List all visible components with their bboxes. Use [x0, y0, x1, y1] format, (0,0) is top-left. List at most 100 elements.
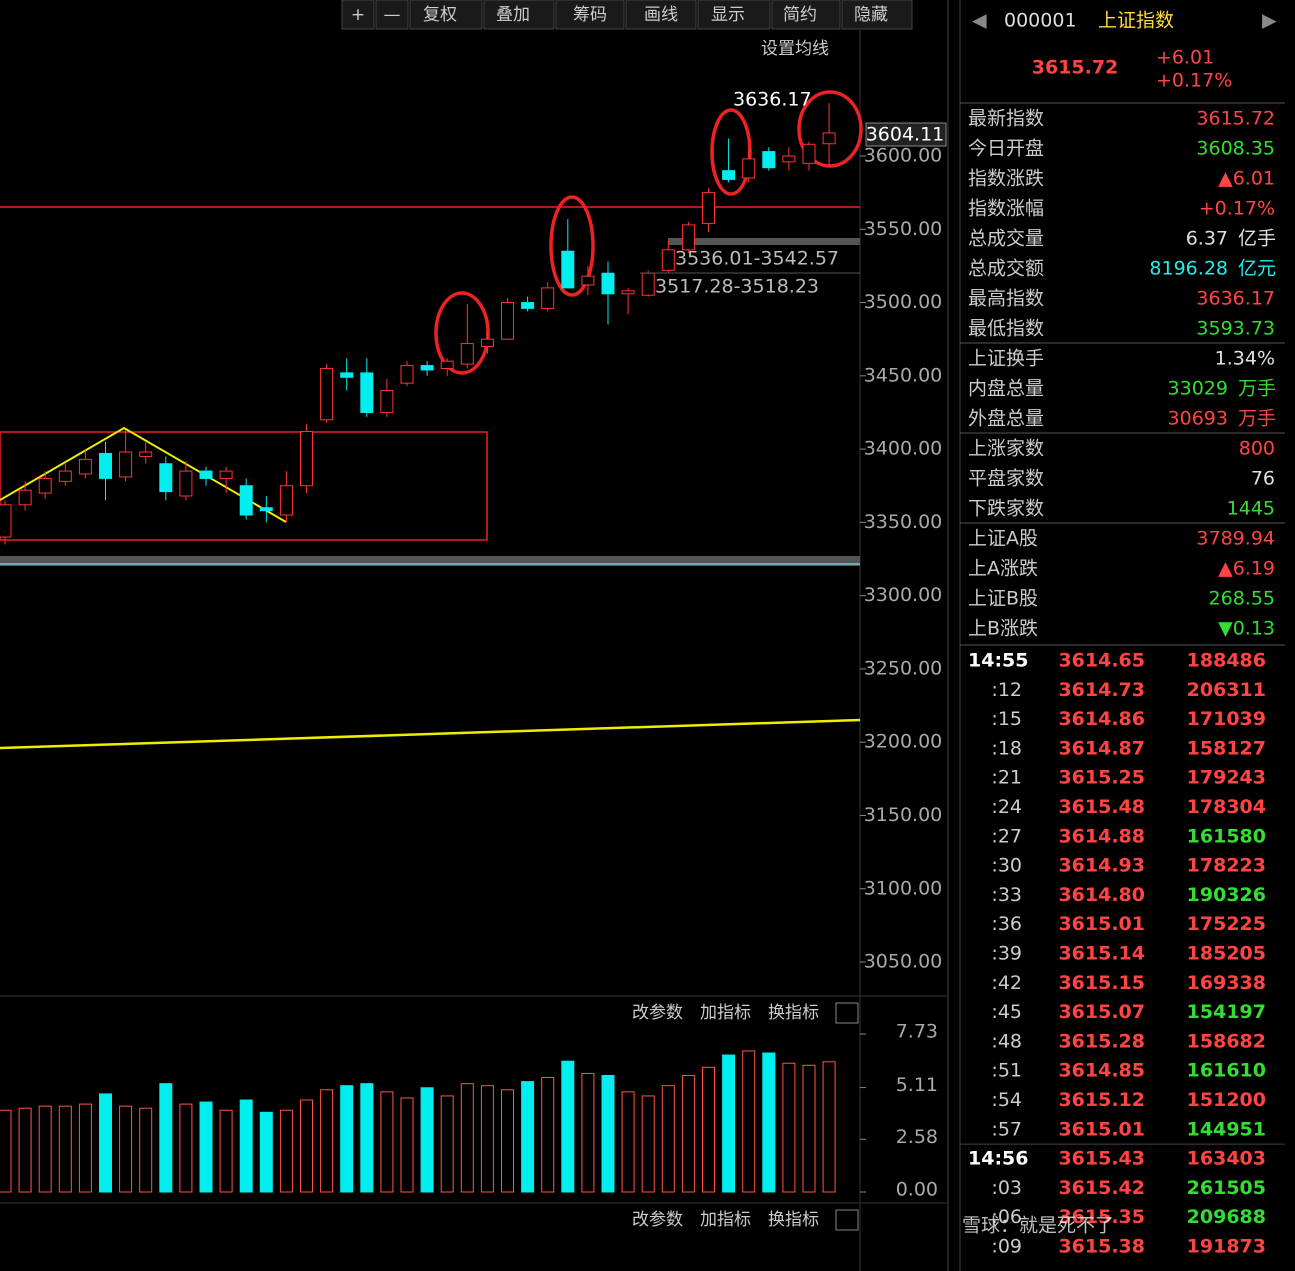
volume-bar [199, 1101, 213, 1193]
toolbar-button[interactable] [697, 0, 771, 30]
tick-time: :03 [991, 1177, 1022, 1199]
volume-bar [179, 1103, 193, 1193]
y-tick-label: 3500.00 [864, 291, 943, 313]
indicator-button[interactable]: 加指标 [700, 1210, 751, 1230]
volume-bar [581, 1072, 595, 1193]
volume-bar [641, 1095, 655, 1193]
ma-setting[interactable]: 设置均线 [761, 39, 829, 59]
toolbar-label[interactable]: 隐藏 [854, 5, 888, 25]
toolbar-button[interactable] [341, 0, 375, 30]
toolbar-label[interactable]: 画线 [644, 5, 678, 25]
quote-value: +0.17% [1199, 198, 1275, 220]
candle-body [661, 249, 675, 271]
toolbar-button[interactable] [483, 0, 555, 30]
candle-body [802, 143, 816, 164]
volume-bar [239, 1099, 253, 1193]
candle-body [762, 151, 776, 169]
tick-price: 3615.25 [1058, 767, 1145, 789]
volume-bar [661, 1085, 675, 1193]
candle-body [38, 477, 52, 494]
volume-bar [18, 1107, 32, 1193]
quote-value: 76 [1251, 468, 1275, 490]
tick-price: 3614.80 [1058, 884, 1145, 906]
tick-volume: 169338 [1187, 972, 1266, 994]
tick-volume: 179243 [1187, 767, 1266, 789]
candle-body [18, 489, 32, 506]
nav-arrow: ◀ [972, 10, 987, 32]
candle-body [199, 470, 213, 479]
tick-price: 3615.14 [1058, 943, 1145, 965]
volume-bar [139, 1107, 153, 1193]
candle-body [219, 470, 233, 479]
indicator-button[interactable]: 改参数 [632, 1210, 683, 1230]
quote-value: 3789.94 [1196, 528, 1275, 550]
candle-body [742, 158, 756, 179]
trend-line [0, 426, 287, 523]
volume-bar [300, 1099, 313, 1193]
toolbar-button[interactable] [625, 0, 697, 30]
box-annotation [0, 431, 488, 541]
quote-value: 30693 [1168, 408, 1228, 430]
volume-bar [99, 1093, 112, 1193]
candle-body [58, 470, 72, 482]
candle-body [561, 250, 575, 289]
tick-time: 14:55 [968, 650, 1028, 672]
candle-body [601, 272, 615, 295]
volume-bar [78, 1103, 92, 1193]
toolbar-label[interactable]: 显示 [711, 5, 745, 25]
tick-volume: 209688 [1187, 1206, 1266, 1228]
candle-body [782, 155, 796, 163]
candle-body [440, 360, 454, 369]
watermark: 雪球：就是死不了 [962, 1215, 1114, 1237]
candle-body [702, 192, 715, 224]
tick-price: 3614.88 [1058, 825, 1145, 847]
quote-unit: 亿元 [1238, 258, 1276, 280]
close-button[interactable] [835, 1209, 859, 1231]
toolbar-label[interactable]: — [384, 5, 401, 25]
tick-price: 3615.42 [1058, 1177, 1145, 1199]
candle-body [360, 372, 374, 413]
quote-label: 平盘家数 [968, 468, 1044, 490]
toolbar-button[interactable] [409, 0, 483, 30]
quote-value: 800 [1239, 438, 1275, 460]
quote-value: 33029 [1168, 378, 1228, 400]
tick-time: :45 [991, 1001, 1022, 1023]
quote-value: 268.55 [1209, 588, 1275, 610]
tick-time: :51 [991, 1060, 1022, 1082]
candle-body [0, 504, 12, 538]
volume-bar [501, 1089, 514, 1193]
candle-body [641, 272, 655, 296]
quote-label: 下跌家数 [968, 498, 1044, 520]
volume-bar [722, 1054, 736, 1193]
toolbar-button[interactable] [841, 0, 913, 30]
toolbar-label[interactable]: + [351, 5, 365, 25]
tick-time: 14:56 [968, 1148, 1028, 1170]
toolbar-button[interactable] [555, 0, 625, 30]
y-tick-label: 3600.00 [864, 145, 943, 167]
toolbar-label[interactable]: 简约 [783, 5, 817, 25]
volume-bar [58, 1105, 72, 1193]
volume-bar [601, 1074, 615, 1193]
toolbar-button[interactable] [375, 0, 409, 30]
toolbar-label[interactable]: 叠加 [496, 5, 530, 25]
tick-volume: 178304 [1187, 796, 1266, 818]
toolbar-label[interactable]: 筹码 [573, 5, 607, 25]
nav-arrow: ▶ [1262, 10, 1277, 32]
quote-label: 上B涨跌 [968, 618, 1038, 640]
candle-body [541, 287, 555, 309]
candle-body [279, 485, 293, 516]
indicator-button[interactable]: 换指标 [768, 1003, 819, 1023]
toolbar-button[interactable] [771, 0, 841, 30]
quote-label: 总成交量 [968, 228, 1044, 250]
toolbar-label[interactable]: 复权 [423, 5, 457, 25]
close-button[interactable] [835, 1002, 859, 1024]
quote-label: 最新指数 [968, 108, 1044, 130]
quote-label: 最低指数 [968, 318, 1044, 340]
quote-label: 内盘总量 [968, 378, 1044, 400]
indicator-button[interactable]: 加指标 [700, 1003, 751, 1023]
indicator-button[interactable]: 改参数 [632, 1003, 683, 1023]
indicator-button[interactable]: 换指标 [768, 1210, 819, 1230]
price: 3615.72 [1032, 57, 1119, 79]
tick-price: 3615.07 [1058, 1001, 1145, 1023]
volume-bar [279, 1109, 293, 1193]
